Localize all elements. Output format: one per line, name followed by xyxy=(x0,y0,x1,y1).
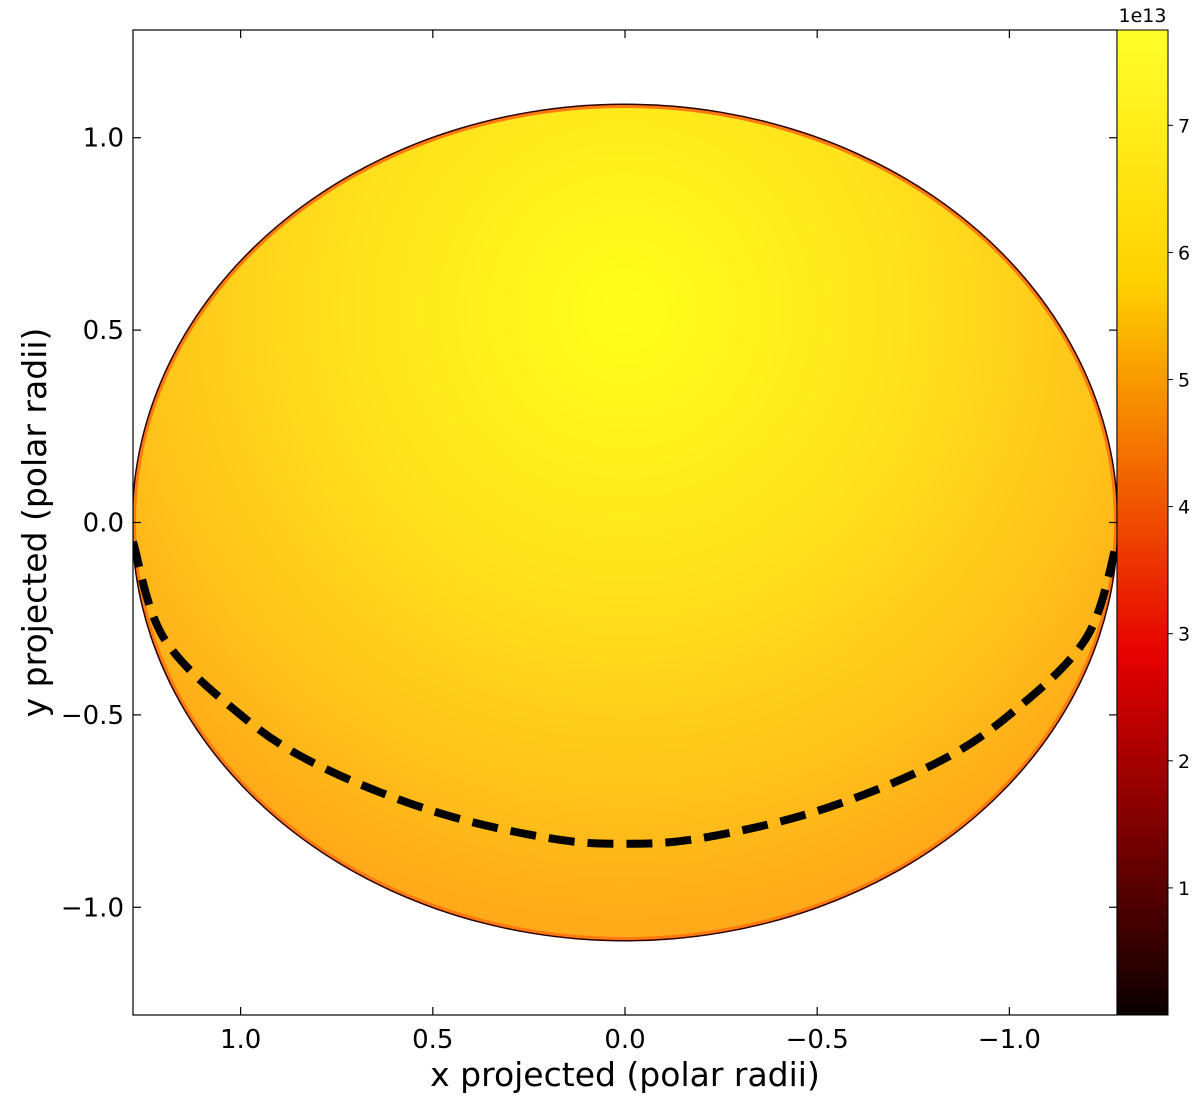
colorbar-ticks: 1 2 3 4 5 6 7 xyxy=(1168,115,1190,900)
x-tick-label: −0.5 xyxy=(786,1025,849,1055)
colorbar-tick-label: 5 xyxy=(1178,370,1190,392)
y-tick-label: 1.0 xyxy=(83,124,124,154)
x-tick-label: 0.5 xyxy=(412,1025,453,1055)
x-axis: 1.0 0.5 0.0 −0.5 −1.0 xyxy=(220,30,1041,1055)
y-tick-label: −1.0 xyxy=(61,893,124,923)
x-axis-label: x projected (polar radii) xyxy=(430,1055,820,1094)
stellar-disk xyxy=(136,108,1114,937)
colorbar-offset-label: 1e13 xyxy=(1119,5,1167,27)
plot-area xyxy=(133,103,1117,942)
y-tick-label: 0.5 xyxy=(83,316,124,346)
x-tick-label: −1.0 xyxy=(978,1025,1041,1055)
x-tick-label: 1.0 xyxy=(220,1025,261,1055)
colorbar-tick-label: 2 xyxy=(1178,751,1190,773)
colorbar-tick-label: 1 xyxy=(1178,878,1190,900)
y-tick-label: 0.0 xyxy=(83,509,124,539)
y-axis-label: y projected (polar radii) xyxy=(15,328,54,718)
y-axis: −1.0 −0.5 0.0 0.5 1.0 xyxy=(61,124,1117,923)
x-tick-label: 0.0 xyxy=(604,1025,645,1055)
colorbar-tick-label: 6 xyxy=(1178,242,1190,264)
colorbar-tick-label: 3 xyxy=(1178,624,1190,646)
y-tick-label: −0.5 xyxy=(61,701,124,731)
colorbar-frame xyxy=(1116,29,1169,1016)
colorbar-tick-label: 7 xyxy=(1178,115,1190,137)
equator-dashed-curve xyxy=(133,540,1117,848)
colorbar xyxy=(1117,30,1168,1015)
colorbar-tick-label: 4 xyxy=(1178,497,1190,519)
